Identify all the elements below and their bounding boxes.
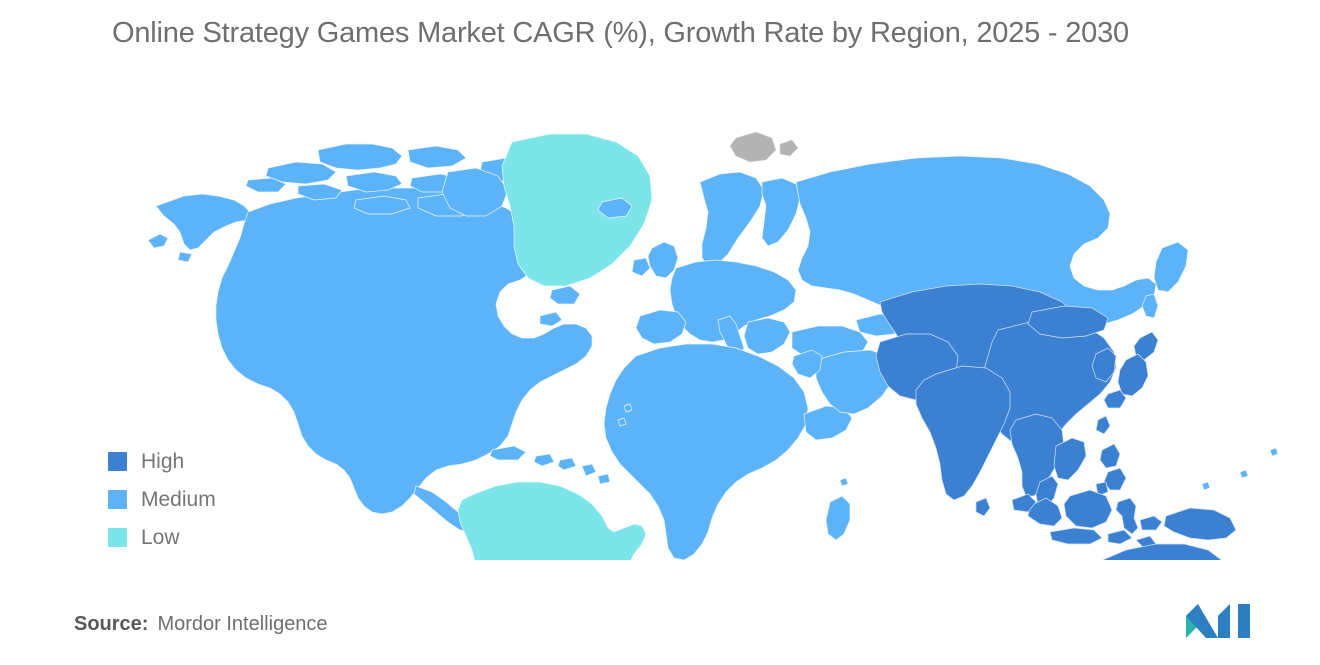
- region-south-america: [457, 481, 647, 560]
- mordor-intelligence-logo: [1182, 600, 1258, 642]
- world-choropleth-map: .cMed { fill: #5cb3f7; stroke: #eaf6ff; …: [140, 120, 1305, 560]
- region-greenland: [501, 133, 653, 287]
- page-title: Online Strategy Games Market CAGR (%), G…: [112, 17, 1129, 49]
- legend-label-high: High: [141, 449, 185, 473]
- legend-label-medium: Medium: [141, 487, 216, 511]
- color-swatch-icon: [108, 489, 127, 509]
- legend-item-low: Low: [108, 526, 216, 548]
- region-europe: [597, 155, 1189, 361]
- region-asia-pacific: [875, 283, 1245, 560]
- color-swatch-icon: [108, 451, 127, 471]
- world-map-svg: .cMed { fill: #5cb3f7; stroke: #eaf6ff; …: [147, 131, 1279, 560]
- minor-islands: [617, 403, 1279, 491]
- legend-item-high: High: [108, 450, 216, 472]
- region-north-america: [147, 143, 611, 533]
- region-middle-east-africa: [603, 343, 897, 560]
- mordor-intelligence-logo-icon: [1186, 604, 1250, 638]
- source-line: Source: Mordor Intelligence: [74, 613, 328, 636]
- legend-item-medium: Medium: [108, 488, 216, 510]
- legend-label-low: Low: [141, 525, 180, 549]
- source-value: Mordor Intelligence: [157, 613, 328, 635]
- source-label: Source:: [74, 613, 149, 635]
- map-legend: High Medium Low: [108, 450, 216, 548]
- color-swatch-icon: [108, 527, 127, 547]
